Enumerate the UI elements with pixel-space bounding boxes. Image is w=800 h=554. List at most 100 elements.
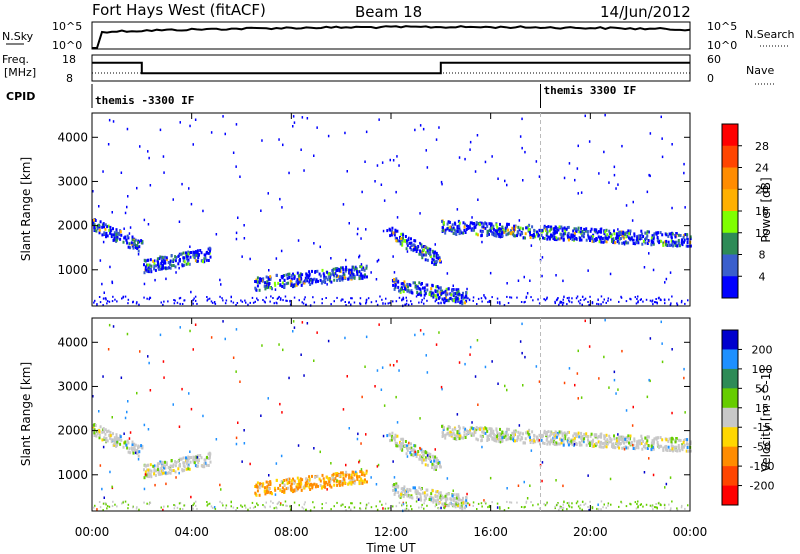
power-cell [281,285,284,288]
velocity-cell [181,469,184,473]
velocity-cell [611,443,614,446]
power-ground-cell [149,296,152,299]
power-cell [451,223,454,227]
velocity-ground-cell [132,506,134,509]
velocity-cell [561,434,564,438]
power-ground-cell [305,303,307,306]
velocity-ground-cell [244,504,246,507]
power-cell [352,265,355,269]
velocity-noise-cell [189,450,191,453]
velocity-noise-cell [355,470,357,474]
velocity-ground-cell [163,505,165,508]
velocity-cell [254,491,257,495]
power-cell [145,268,148,272]
power-noise-cell [617,183,619,186]
velocity-cell [186,459,189,463]
velocity-ground-cell [438,502,440,505]
velocity-noise-cell [506,388,508,392]
velocity-noise-cell [631,424,634,427]
velocity-cell [391,431,394,435]
velocity-cell [591,444,594,448]
power-cell [171,259,173,263]
velocity-ground-cell [496,502,499,505]
power-cell [266,282,268,286]
velocity-noise-cell [300,353,302,356]
velocity-noise-cell [303,374,305,377]
velocity-cell [594,444,597,448]
velocity-noise-cell [577,349,579,353]
velocity-cell [430,497,432,501]
nave-right-tick-bottom: 0 [707,72,714,85]
power-cell [353,268,356,272]
power-cell [556,228,559,232]
velocity-ground-cell [442,504,445,507]
velocity-cell [110,440,113,444]
power-cell [354,267,357,271]
velocity-cell [92,427,95,431]
power-cell [434,290,437,294]
velocity-cell [144,464,147,468]
power-cell [543,226,546,230]
velocity-noise-cell [224,337,226,341]
velocity-cell [406,446,409,450]
power-noise-cell [452,284,454,287]
power-cell [675,232,678,235]
velocity-cell [519,438,522,442]
velocity-noise-cell [376,465,379,468]
power-cell [507,228,510,232]
velocity-cell [301,478,304,482]
power-cell [262,277,265,281]
power-noise-cell [365,228,367,231]
velocity-ground-cell [193,502,195,505]
velocity-ground-cell [568,501,570,504]
power-cell [122,240,125,244]
velocity-cell [519,431,522,435]
power-cell [112,233,115,237]
velocity-noise-cell [499,440,502,444]
power-cell [661,233,664,237]
velocity-ground-cell [405,501,407,504]
power-cell [208,246,211,250]
power-noise-cell [109,265,111,269]
velocity-ground-cell [684,507,686,510]
velocity-cell [255,485,258,489]
velocity-cell [468,431,471,435]
power-ground-cell [350,297,352,300]
velocity-noise-cell [292,320,295,323]
velocity-cell [299,477,302,481]
power-cell [416,248,419,251]
power-cell [424,251,427,255]
power-ground-cell [312,296,314,299]
power-cell [622,241,625,245]
velocity-ground-cell [577,505,580,508]
power-ground-cell [111,300,114,303]
power-ground-cell [676,303,679,306]
power-cell [676,244,679,248]
power-cell [552,237,555,240]
velocity-cell [683,443,686,447]
power-cell [627,241,630,245]
power-ground-cell [568,300,571,303]
velocity-cell [550,432,553,436]
velocity-cell [436,490,439,493]
velocity-noise-cell [202,414,204,418]
power-cell [558,237,561,241]
power-ground-cell [262,299,264,301]
velocity-cell [435,468,437,471]
power-cell [546,237,549,241]
power-noise-cell [414,128,416,132]
power-ground-cell [303,298,306,301]
velocity-cell [475,437,478,441]
power-ground-cell [405,302,408,305]
power-ground-cell [602,301,604,304]
power-cell [504,229,507,233]
ytick-label: 2000 [57,219,88,233]
power-cell [162,263,164,267]
power-cell [404,239,406,242]
velocity-cell [664,445,667,449]
velocity-noise-cell [652,473,655,477]
frequency-step-trace [92,61,690,75]
power-noise-cell [471,216,473,219]
power-cell [501,234,504,238]
power-ground-cell [610,298,612,301]
